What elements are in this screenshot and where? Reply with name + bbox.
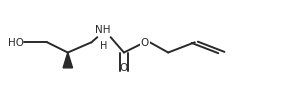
Text: HO: HO	[7, 38, 24, 48]
Polygon shape	[63, 53, 72, 68]
Text: H: H	[100, 41, 107, 51]
Text: O: O	[140, 38, 149, 48]
Text: O: O	[120, 63, 128, 73]
Text: NH: NH	[95, 25, 111, 35]
